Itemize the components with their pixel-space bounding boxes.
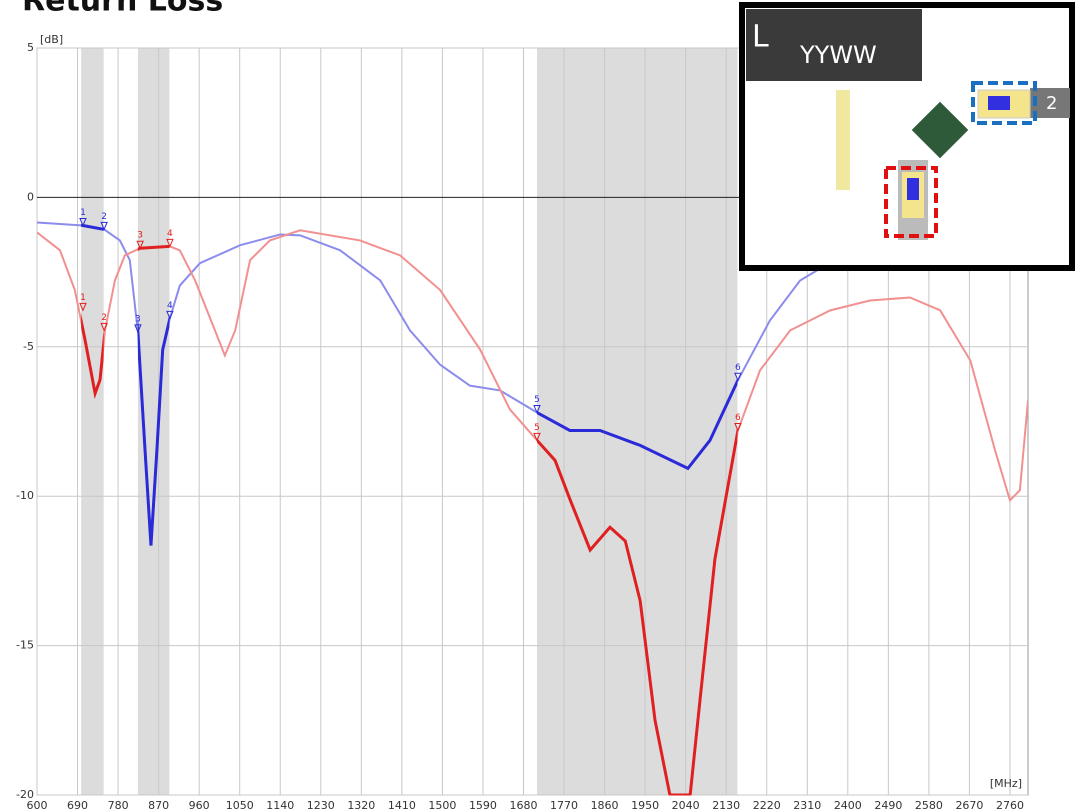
- inset: L YYWW 2: [742, 5, 1072, 268]
- marker-label: 4: [167, 301, 173, 311]
- chart-title: Return Loss: [22, 0, 223, 19]
- y-tick-label: -15: [16, 639, 34, 652]
- band: [537, 48, 737, 795]
- marker-label: 1: [80, 208, 86, 218]
- y-tick-label: -20: [16, 788, 34, 801]
- marker-label: 6: [735, 363, 741, 373]
- x-tick-label: 1140: [266, 799, 294, 812]
- x-axis-label: [MHz]: [990, 777, 1022, 790]
- x-tick-label: 960: [189, 799, 210, 812]
- x-tick-label: 1320: [347, 799, 375, 812]
- y-tick-label: 0: [27, 190, 34, 203]
- y-axis-label: [dB]: [40, 33, 63, 46]
- x-tick-label: 780: [108, 799, 129, 812]
- marker-label: 3: [135, 314, 141, 324]
- component-pad: [907, 178, 919, 200]
- x-tick-label: 2490: [874, 799, 902, 812]
- x-tick-label: 2130: [712, 799, 740, 812]
- x-tick-label: 2040: [672, 799, 700, 812]
- x-tick-label: 2400: [834, 799, 862, 812]
- marker-label: 1: [80, 293, 86, 303]
- y-tick-label: 5: [27, 41, 34, 54]
- x-tick-label: 1230: [307, 799, 335, 812]
- marker-label: 5: [534, 423, 540, 433]
- marker-label: 5: [534, 395, 540, 405]
- inset-tab: 2: [1046, 93, 1057, 114]
- chart: Return Loss 6006907808709601050114012301…: [0, 0, 1075, 812]
- marker-label: 2: [101, 313, 107, 323]
- band: [81, 48, 104, 795]
- x-tick-label: 2760: [996, 799, 1024, 812]
- x-tick-label: 1410: [388, 799, 416, 812]
- x-tick-label: 1860: [591, 799, 619, 812]
- x-tick-label: 1950: [631, 799, 659, 812]
- x-tick-label: 1500: [428, 799, 456, 812]
- x-tick-label: 1590: [469, 799, 497, 812]
- x-tick-label: 2220: [753, 799, 781, 812]
- marker-label: 2: [101, 212, 107, 222]
- series-line: [37, 230, 1028, 795]
- x-tick-label: 690: [67, 799, 88, 812]
- marker-label: 3: [137, 231, 143, 241]
- marker-label: 4: [167, 229, 173, 239]
- x-tick-label: 870: [148, 799, 169, 812]
- marker-label: 6: [735, 413, 741, 423]
- x-tick-label: 1680: [509, 799, 537, 812]
- component-pad: [988, 96, 1010, 110]
- x-tick-label: 1050: [226, 799, 254, 812]
- inset-label: L: [752, 20, 769, 55]
- inset-date-code: YYWW: [799, 41, 877, 69]
- x-tick-label: 2580: [915, 799, 943, 812]
- y-tick-label: -5: [23, 340, 34, 353]
- component: [836, 90, 850, 190]
- y-tick-label: -10: [16, 489, 34, 502]
- series-line-highlight: [37, 230, 1028, 795]
- x-tick-label: 2310: [793, 799, 821, 812]
- x-tick-label: 2670: [955, 799, 983, 812]
- x-tick-label: 1770: [550, 799, 578, 812]
